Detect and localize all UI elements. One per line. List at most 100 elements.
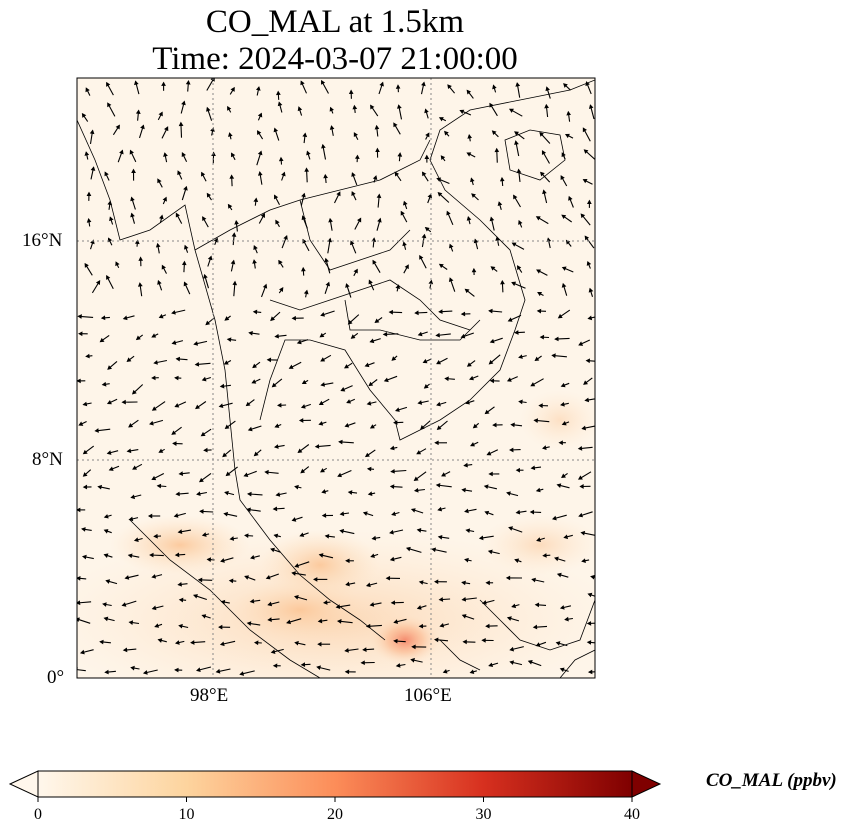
wind-arrow-head	[535, 642, 541, 647]
wind-arrow-head	[320, 468, 325, 473]
wind-arrow-head	[155, 242, 161, 248]
wind-arrow-head	[122, 315, 128, 321]
wind-arrow-head	[489, 216, 495, 222]
wind-arrow-head	[231, 232, 237, 237]
wind-arrow-head	[177, 582, 182, 587]
wind-arrow-head	[105, 579, 111, 584]
wind-arrow-head	[405, 546, 411, 552]
wind-arrow-head	[262, 283, 268, 289]
wind-arrow-head	[149, 552, 154, 558]
wind-arrow-head	[257, 112, 263, 118]
wind-arrow-head	[286, 619, 291, 625]
wind-arrow-head	[252, 363, 257, 369]
wind-arrow-head	[190, 640, 195, 645]
wind-arrow-head	[421, 171, 427, 177]
wind-arrow-head	[153, 533, 158, 539]
wind-arrow-head	[328, 217, 333, 223]
wind-arrow-head	[198, 477, 204, 483]
wind-arrow-head	[257, 171, 263, 176]
wind-arrow-head	[533, 418, 539, 423]
wind-arrow-head	[532, 624, 538, 630]
wind-arrow-head	[306, 150, 311, 156]
wind-arrow-head	[243, 472, 249, 477]
wind-arrow-head	[515, 467, 520, 473]
wind-arrow-head	[424, 154, 430, 159]
wind-arrow-head	[440, 155, 446, 160]
wind-arrow-head	[314, 444, 320, 449]
wind-arrow-head	[410, 657, 415, 663]
wind-arrow-head	[467, 133, 472, 139]
wind-arrow-head	[460, 311, 466, 317]
wind-arrow-head	[427, 193, 432, 199]
wind-arrow-head	[159, 214, 164, 220]
wind-arrow-head	[184, 244, 189, 250]
wind-arrow-head	[129, 149, 134, 155]
wind-arrow-head	[272, 663, 278, 669]
wind-arrow-head	[270, 316, 276, 322]
wind-arrow-head	[582, 127, 587, 133]
wind-arrow-head	[566, 110, 571, 116]
wind-arrow-head	[488, 662, 494, 668]
wind-arrow-head	[556, 572, 562, 578]
wind-arrow-head	[338, 439, 343, 445]
wind-arrow-head	[436, 425, 442, 431]
wind-arrow-head	[348, 89, 354, 94]
wind-arrow-head	[82, 472, 88, 477]
wind-arrow-head	[203, 273, 208, 279]
wind-arrow-head	[121, 399, 126, 405]
wind-arrow-head	[587, 669, 593, 675]
wind-arrow-head	[367, 491, 373, 497]
wind-arrow-head	[140, 124, 145, 130]
wind-arrow-head	[206, 557, 212, 562]
wind-arrow-head	[531, 577, 536, 583]
wind-arrow-head	[506, 491, 511, 496]
wind-arrow-head	[582, 179, 588, 184]
wind-arrow-head	[319, 332, 325, 338]
wind-arrow-head	[515, 509, 521, 515]
wind-arrow-head	[370, 553, 376, 558]
wind-arrow-head	[271, 382, 277, 388]
wind-arrow-head	[365, 623, 371, 629]
wind-arrow-head	[488, 308, 493, 314]
wind-arrow-head	[463, 462, 468, 468]
wind-arrow-head	[318, 553, 324, 558]
wind-arrow-head	[231, 152, 236, 158]
wind-arrow-head	[444, 130, 449, 136]
wind-arrow-head	[583, 149, 589, 154]
title-line-2: Time: 2024-03-07 21:00:00	[152, 41, 518, 77]
wind-arrow-head	[584, 397, 590, 403]
wind-arrow-head	[133, 537, 139, 542]
wind-arrow-head	[369, 338, 375, 344]
wind-arrow-head	[561, 266, 567, 271]
wind-arrow-head	[320, 357, 326, 362]
wind-arrow-head	[416, 450, 422, 455]
wind-arrow-head	[275, 219, 280, 225]
wind-arrow-head	[220, 558, 225, 563]
wind-arrow-head	[128, 423, 134, 428]
wind-arrow-head	[130, 196, 135, 202]
wind-arrow-head	[108, 466, 114, 471]
wind-arrow-head	[77, 378, 81, 384]
wind-arrow-head	[385, 575, 391, 581]
wind-arrow-head	[354, 154, 360, 160]
wind-arrow-head	[542, 189, 547, 195]
wind-arrow-head	[206, 192, 212, 198]
colorbar-extend-high	[631, 770, 662, 798]
wind-arrow-head	[554, 336, 559, 342]
wind-arrow-head	[291, 517, 297, 522]
lat-tick-16n: 16°N	[22, 230, 63, 251]
wind-arrow-head	[195, 667, 201, 672]
wind-arrow-head	[213, 237, 219, 243]
wind-arrow-head	[362, 511, 368, 516]
wind-arrow-head	[313, 577, 318, 582]
wind-arrow-head	[175, 491, 180, 497]
wind-arrow-head	[329, 106, 334, 112]
wind-arrow-head	[375, 147, 380, 152]
wind-arrow-head	[513, 194, 518, 200]
wind-arrow-head	[252, 259, 257, 264]
wind-arrow-head	[175, 212, 180, 218]
wind-arrow-head	[232, 280, 238, 286]
wind-arrow-head	[559, 605, 565, 610]
wind-arrow-head	[344, 364, 349, 369]
wind-arrow-head	[175, 356, 181, 362]
